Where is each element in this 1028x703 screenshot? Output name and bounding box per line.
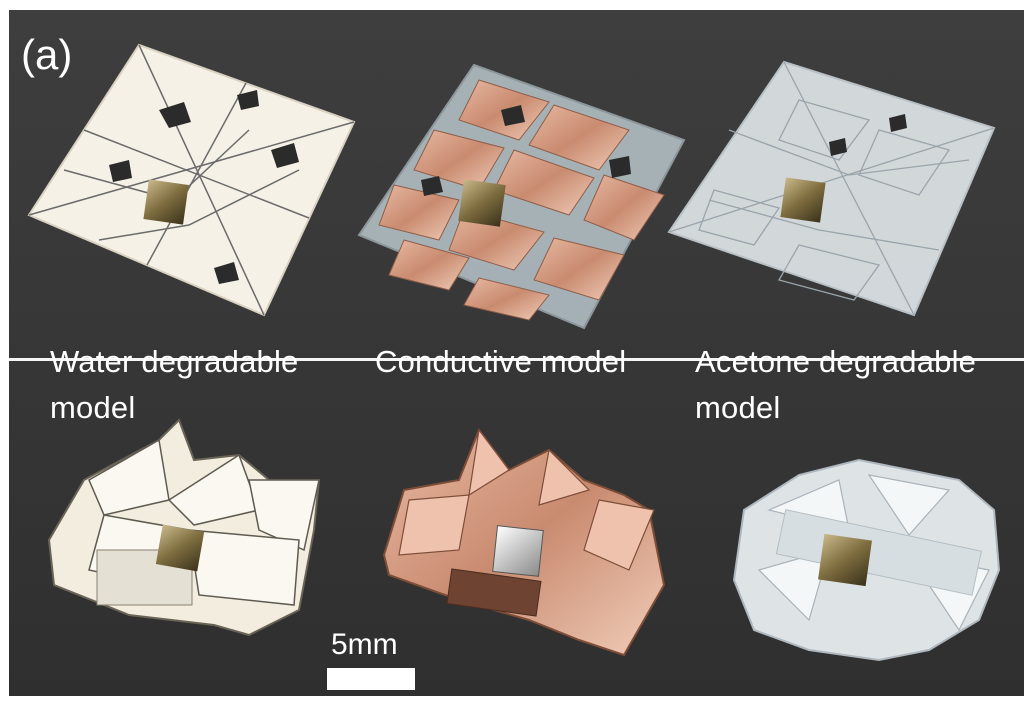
caption-acetone-degradable: Acetone degradable model bbox=[695, 344, 977, 425]
water-flat-magnet bbox=[143, 179, 189, 225]
conductive-flat-sheet bbox=[357, 63, 686, 330]
acetone-folded-model bbox=[732, 458, 1001, 662]
acetone-flat-sheet bbox=[667, 60, 996, 317]
water-folded-model bbox=[47, 418, 321, 637]
panel-label: (a) bbox=[21, 31, 73, 78]
scale-bar bbox=[327, 668, 415, 690]
photo-illustration bbox=[27, 43, 1001, 662]
scale-bar-label: 5mm bbox=[331, 628, 398, 661]
panel-divider bbox=[9, 358, 1024, 361]
acetone-flat-magnet bbox=[780, 177, 826, 223]
water-folded-magnet bbox=[155, 524, 205, 572]
caption-conductive: Conductive model bbox=[375, 344, 627, 379]
water-flat-sheet bbox=[27, 43, 356, 317]
figure-photo: (a) Water degradable model Conductive mo… bbox=[9, 10, 1024, 696]
conductive-folded-magnet bbox=[492, 525, 544, 577]
conductive-flat-magnet bbox=[458, 179, 506, 227]
caption-water-degradable: Water degradable model bbox=[50, 344, 299, 425]
acetone-folded-magnet bbox=[818, 533, 872, 587]
